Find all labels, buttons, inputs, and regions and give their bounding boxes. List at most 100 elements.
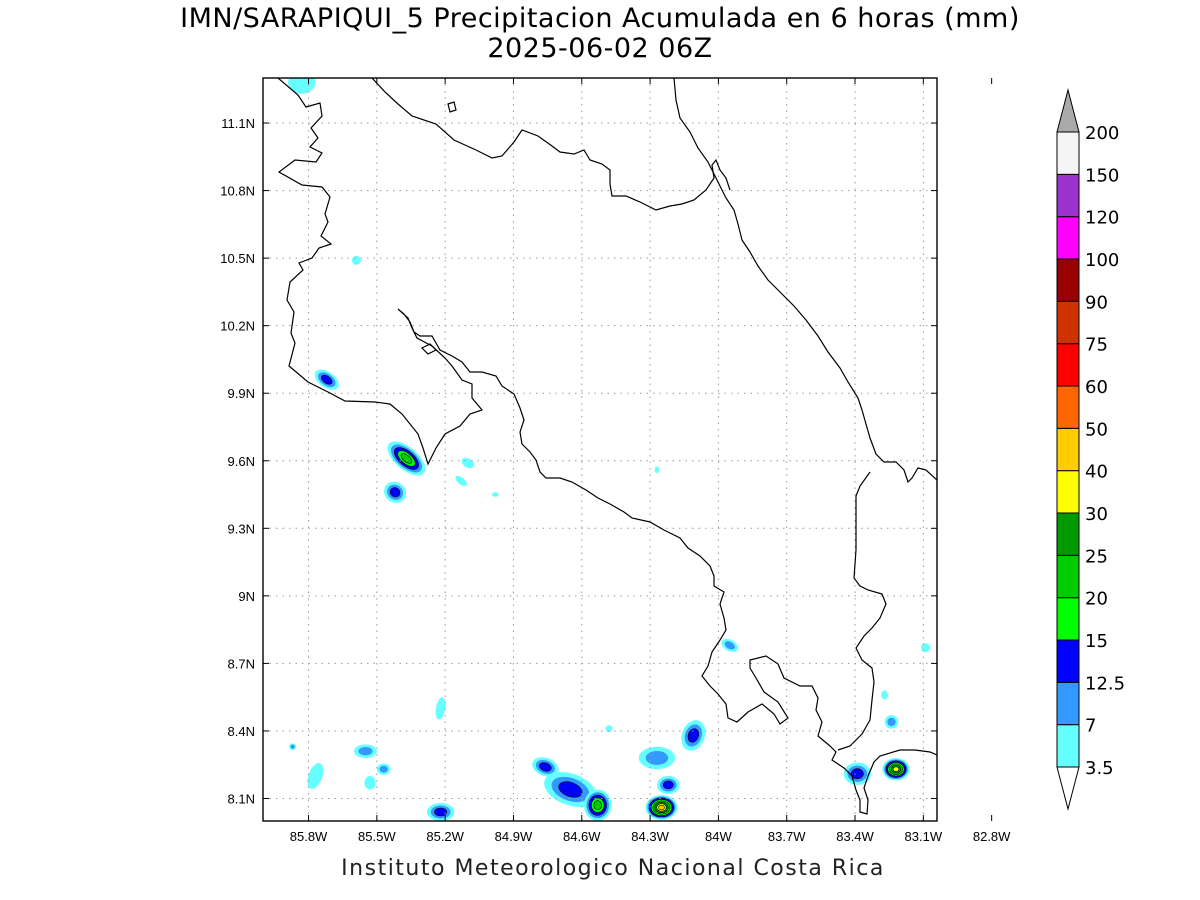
lon-tick-label: 85.2W: [426, 829, 464, 844]
lat-tick-label: 8.7N: [228, 656, 255, 671]
precip-cell: [307, 763, 324, 789]
precip-cell: [289, 743, 297, 751]
lon-tick-label: 83.1W: [905, 829, 943, 844]
precip-contour: [687, 728, 699, 743]
lon-tick-label: 85.5W: [358, 829, 396, 844]
colorbar-label: 150: [1085, 165, 1119, 186]
precip-cell: [843, 762, 871, 785]
colorbar-box: [1056, 681, 1080, 726]
colorbar-label: 120: [1085, 208, 1119, 229]
map-frame: [262, 77, 938, 822]
precip-cell: [435, 697, 446, 720]
nicoya-island: [420, 343, 438, 355]
map-title: IMN/SARAPIQUI_5 Precipitacion Acumulada …: [180, 3, 1020, 34]
precip-contour: [956, 667, 964, 673]
precip-contour: [1001, 753, 1028, 771]
precipitation-layer: [288, 78, 1055, 821]
lat-tick-label: 10.5N: [220, 251, 255, 266]
colorbar-box: [1056, 258, 1080, 302]
colorbar-over-triangle: [1056, 88, 1080, 133]
colorbar-label: 90: [1085, 292, 1108, 313]
colorbar-box: [1056, 512, 1080, 556]
lon-tick-label: 83.7W: [768, 829, 806, 844]
precip-cell: [491, 492, 499, 497]
precip-contour: [921, 643, 931, 653]
precip-cell: [351, 255, 361, 265]
precip-cell: [364, 775, 376, 790]
lat-tick-label: 10.8N: [220, 184, 255, 199]
colorbar-label: 100: [1085, 250, 1119, 271]
lat-tick-label: 9.6N: [228, 454, 255, 469]
colorbar-label: 12.5: [1085, 673, 1125, 694]
lat-tick-label: 9N: [238, 589, 255, 604]
caribbean-coast: [673, 78, 937, 484]
colorbar-box: [1056, 216, 1080, 260]
precip-contour: [658, 804, 665, 811]
precip-contour: [1040, 752, 1053, 763]
precip-cell: [942, 753, 965, 776]
colorbar-label: 7: [1085, 716, 1096, 737]
precip-cell: [544, 771, 597, 807]
precip-cell: [681, 720, 706, 751]
precip-contour: [321, 374, 333, 385]
colorbar-box: [1056, 724, 1080, 768]
colorbar-label: 50: [1085, 419, 1108, 440]
precip-cell: [882, 757, 910, 781]
colorbar-box: [1056, 554, 1080, 599]
precip-cell: [354, 744, 377, 758]
colorbar-box: [1056, 300, 1080, 345]
colorbar-label: 200: [1085, 123, 1119, 144]
colorbar-label: 3.5: [1085, 758, 1114, 779]
precip-contour: [307, 763, 324, 789]
precip-contour: [539, 762, 552, 772]
colorbar-box: [1056, 131, 1080, 175]
precip-contour: [881, 690, 889, 700]
axis-ticks: 85.8W 85.5W 85.2W 84.9W 84.6W 84.3W 84W 83.7W 83…: [220, 78, 1011, 844]
precip-cell: [921, 643, 931, 653]
precip-contour: [645, 751, 669, 765]
lon-tick-label: 84.3W: [631, 829, 669, 844]
colorbar-label: 20: [1085, 589, 1108, 610]
lat-tick-label: 10.2N: [220, 319, 255, 334]
precip-contour: [1037, 750, 1055, 766]
precip-contour: [400, 453, 413, 464]
graticule: [263, 78, 937, 821]
precip-contour: [951, 663, 969, 677]
precip-cell: [426, 802, 455, 821]
colorbar-label: 30: [1085, 504, 1108, 525]
precip-cell: [881, 690, 889, 700]
precip-contour: [953, 665, 966, 675]
precip-contour: [1005, 756, 1025, 769]
lat-tick-label: 9.9N: [228, 386, 255, 401]
precip-contour: [950, 761, 957, 767]
colorbar-label: 40: [1085, 462, 1108, 483]
precip-contour: [1008, 758, 1020, 766]
precip-contour: [1046, 677, 1052, 685]
coastline-layer: [277, 78, 937, 815]
precip-contour: [654, 466, 660, 474]
precip-cell: [638, 746, 676, 770]
precip-contour: [892, 766, 900, 772]
precip-cell: [314, 369, 339, 390]
precip-cell: [387, 441, 426, 476]
colorbar-box: [1056, 385, 1080, 429]
colorbar-box: [1056, 470, 1080, 514]
precip-contour: [290, 744, 295, 749]
colorbar-box: [1056, 343, 1080, 387]
colorbar-box: [1056, 173, 1080, 218]
precip-contour: [364, 775, 376, 790]
precip-cell: [1001, 753, 1028, 771]
precip-contour: [389, 487, 401, 498]
precip-cell: [455, 475, 467, 487]
precip-contour: [593, 800, 602, 811]
panama-border: [837, 471, 887, 751]
precip-contour: [946, 757, 961, 771]
precip-contour: [351, 255, 361, 265]
precip-cell: [645, 795, 678, 820]
precip-cell: [584, 789, 612, 821]
precip-contour: [850, 768, 864, 780]
credit-text: Instituto Meteorologico Nacional Costa R…: [341, 856, 885, 881]
lon-tick-label: 84W: [705, 829, 732, 844]
precip-contour: [948, 759, 959, 769]
